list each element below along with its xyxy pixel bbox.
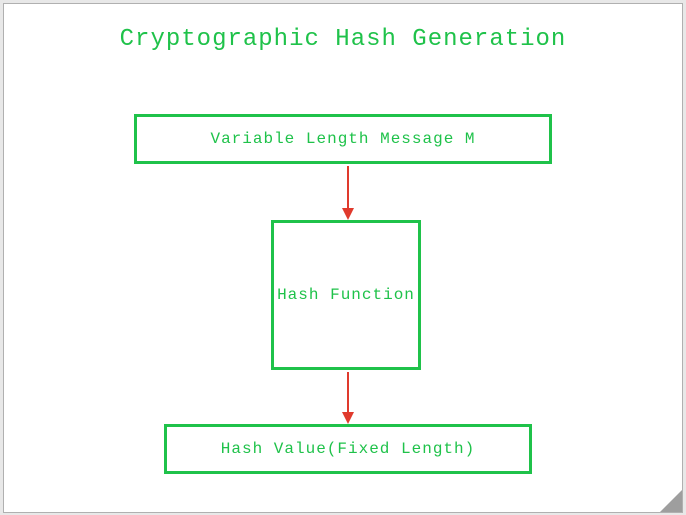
arrow-input-to-func-line [347,166,349,208]
node-output: Hash Value(Fixed Length) [164,424,532,474]
arrow-func-to-output-head [342,412,354,424]
page-corner-fold-icon [660,490,682,512]
arrow-input-to-func-head [342,208,354,220]
arrow-func-to-output-line [347,372,349,412]
node-hash-function: Hash Function [271,220,421,370]
diagram-canvas: Cryptographic Hash Generation Variable L… [3,3,683,513]
node-input: Variable Length Message M [134,114,552,164]
diagram-title: Cryptographic Hash Generation [4,26,682,53]
